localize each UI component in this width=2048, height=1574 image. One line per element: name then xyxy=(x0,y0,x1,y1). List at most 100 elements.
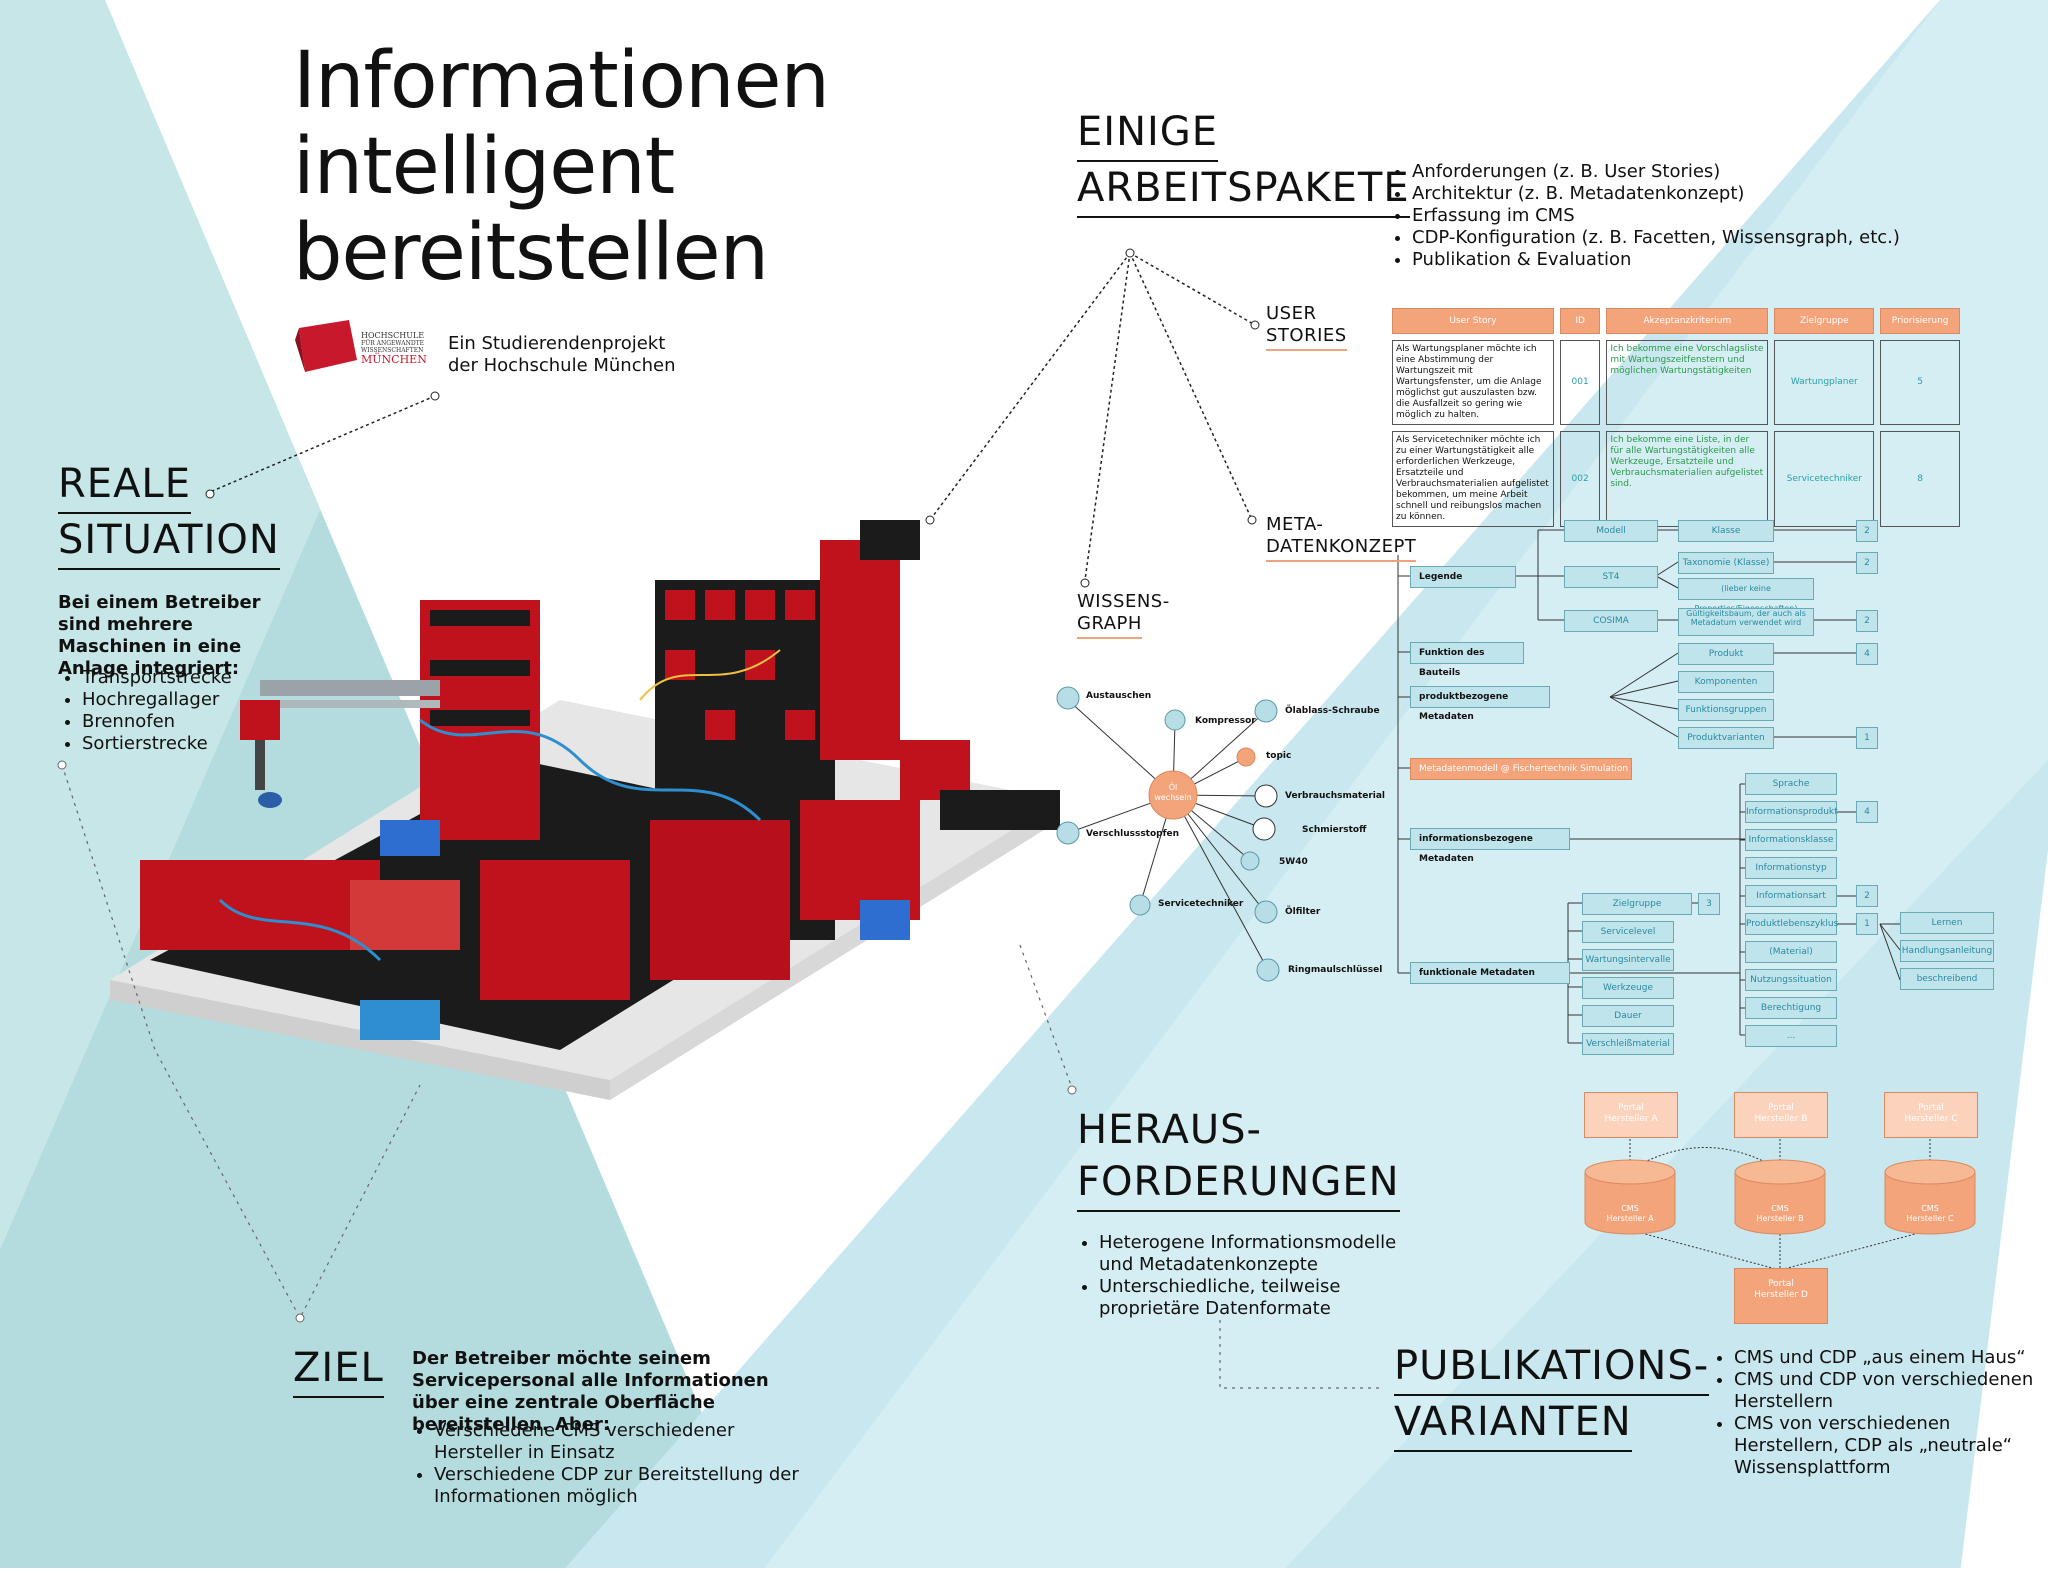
reale-heading-2: SITUATION xyxy=(58,514,280,570)
md-num: 3 xyxy=(1698,893,1720,915)
reale-item-2: Hochregallager xyxy=(82,689,232,711)
md-werkzeuge: Werkzeuge xyxy=(1582,977,1674,999)
cms-hersteller-b: CMS Hersteller B xyxy=(1740,1204,1820,1224)
md-num: 2 xyxy=(1856,552,1878,574)
logo-line-2: FÜR ANGEWANDTE xyxy=(361,340,425,347)
md-verschleissmaterial: Verschleißmaterial xyxy=(1582,1033,1674,1055)
arbeitspakete-heading: EINIGE ARBEITSPAKETE xyxy=(1077,106,1410,218)
graph-center: Öl wechseln xyxy=(1149,783,1197,803)
md-gueltigkeitsbaum: Gültigkeitsbaum, der auch als Metadatum … xyxy=(1678,608,1814,636)
md-modell: Modell xyxy=(1564,520,1658,542)
md-num: 1 xyxy=(1856,913,1878,935)
graph-node-austauschen: Austauschen xyxy=(1086,691,1152,701)
md-funktion-bauteil: Funktion des Bauteils xyxy=(1410,642,1524,678)
cms-cylinders xyxy=(1584,1159,1976,1235)
md-nutzungssituation: Nutzungssituation xyxy=(1745,969,1837,991)
md-taxonomie: Taxonomie (Klasse) xyxy=(1678,552,1774,574)
portal-b-line-2: Hersteller B xyxy=(1754,1114,1808,1124)
reale-heading: REALE SITUATION xyxy=(58,458,280,570)
page-title: Informationen intelligent bereitstellen xyxy=(293,38,830,298)
logo-icon xyxy=(295,320,357,372)
reale-intro: Bei einem Betreiber sind mehrere Maschin… xyxy=(58,592,261,679)
publik-item-1: CMS und CDP „aus einem Haus“ xyxy=(1734,1347,2034,1369)
title-line-2: intelligent xyxy=(293,122,675,212)
publik-list: CMS und CDP „aus einem Haus“ CMS und CDP… xyxy=(1712,1347,2034,1479)
wissensgraph-label-2: GRAPH xyxy=(1077,613,1142,639)
md-num: 2 xyxy=(1856,885,1878,907)
col-user-story: User Story xyxy=(1392,308,1554,334)
cell-zielgruppe: Servicetechniker xyxy=(1774,431,1875,527)
reale-item-4: Sortierstrecke xyxy=(82,733,232,755)
user-stories-label-2: STORIES xyxy=(1266,325,1347,351)
cell-zielgruppe: Wartungplaner xyxy=(1774,340,1875,425)
graph-node-oelfilter: Ölfilter xyxy=(1285,907,1321,917)
user-stories-table: User Story ID Akzeptanzkriterium Zielgru… xyxy=(1386,302,1966,533)
md-informationsklasse: Informationsklasse xyxy=(1745,829,1837,851)
md-wartungsintervalle: Wartungsintervalle xyxy=(1582,949,1674,971)
md-num: 2 xyxy=(1856,610,1878,632)
md-cosima: COSIMA xyxy=(1564,610,1658,632)
md-dots: ... xyxy=(1745,1025,1837,1047)
cell-kriterium: Ich bekomme eine Liste, in der für alle … xyxy=(1606,431,1769,527)
ap-item-5: Publikation & Evaluation xyxy=(1412,249,1932,271)
md-informationsprodukt: Informationsprodukt xyxy=(1745,801,1838,823)
graph-center-1: Öl xyxy=(1168,783,1178,792)
table-header: User Story ID Akzeptanzkriterium Zielgru… xyxy=(1392,308,1960,334)
md-num: 1 xyxy=(1856,727,1878,749)
machine-illustration xyxy=(110,520,1060,1100)
heraus-heading: HERAUS- FORDERUNGEN xyxy=(1077,1104,1400,1212)
md-sprache: Sprache xyxy=(1745,773,1837,795)
col-priorisierung: Priorisierung xyxy=(1880,308,1960,334)
md-handlungsanleitung: Handlungsanleitung xyxy=(1900,940,1994,962)
portal-d-line-1: Portal xyxy=(1768,1279,1794,1289)
ziel-heading-text: ZIEL xyxy=(293,1342,384,1398)
graph-node-kompressor: Kompressor xyxy=(1195,716,1256,726)
heraus-heading-1: HERAUS- xyxy=(1077,1107,1262,1153)
portal-b-line-1: Portal xyxy=(1768,1103,1794,1113)
reale-item-1: Transportstrecke xyxy=(82,667,232,689)
cell-id: 001 xyxy=(1559,340,1601,425)
cell-kriterium: Ich bekomme eine Vorschlagsliste mit War… xyxy=(1606,340,1769,425)
ziel-item-1: Verschiedene CMS verschiedener Herstelle… xyxy=(434,1420,814,1464)
logo-line-1: HOCHSCHULE xyxy=(361,331,425,340)
graph-node-verschlussstopfen: Verschlussstopfen xyxy=(1086,829,1180,839)
ap-item-2: Architektur (z. B. Metadatenkonzept) xyxy=(1412,183,1932,205)
graph-node-oelablass: Ölablass-Schraube xyxy=(1285,706,1380,716)
logo-line-4: MÜNCHEN xyxy=(361,353,427,366)
graph-node-schmierstoff: Schmierstoff xyxy=(1302,825,1367,835)
subtitle-line-1: Ein Studierendenprojekt xyxy=(448,333,666,354)
publik-heading-2: VARIANTEN xyxy=(1394,1396,1632,1452)
arbeitspakete-list: Anforderungen (z. B. User Stories) Archi… xyxy=(1390,161,1932,271)
publik-item-3: CMS von verschiedenen Herstellern, CDP a… xyxy=(1734,1413,2034,1479)
portal-hersteller-d: Portal Hersteller D xyxy=(1734,1268,1828,1324)
ap-item-4: CDP-Konfiguration (z. B. Facetten, Wisse… xyxy=(1412,227,1932,249)
wissensgraph-label-1: WISSENS- xyxy=(1077,591,1170,612)
cms-a-line-2: Hersteller A xyxy=(1606,1214,1654,1223)
cms-a-line-1: CMS xyxy=(1621,1204,1639,1213)
cms-hersteller-a: CMS Hersteller A xyxy=(1590,1204,1670,1224)
md-funktional: funktionale Metadaten xyxy=(1410,962,1570,984)
md-st4: ST4 xyxy=(1564,566,1658,588)
md-metadatenmodell: Metadatenmodell @ Fischertechnik Simulat… xyxy=(1410,758,1632,780)
md-beschreibend: beschreibend xyxy=(1900,968,1994,990)
heraus-list: Heterogene Informationsmodelle und Metad… xyxy=(1077,1232,1399,1320)
md-num: 4 xyxy=(1856,643,1878,665)
md-zielgruppe: Zielgruppe xyxy=(1582,893,1692,915)
cell-prio: 8 xyxy=(1880,431,1960,527)
portal-hersteller-c: Portal Hersteller C xyxy=(1884,1092,1978,1138)
reale-heading-1: REALE xyxy=(58,458,191,514)
publik-heading-1: PUBLIKATIONS- xyxy=(1394,1340,1710,1396)
graph-node-5w40: 5W40 xyxy=(1279,857,1308,867)
title-line-3: bereitstellen xyxy=(293,208,769,298)
md-informationsart: Informationsart xyxy=(1745,885,1837,907)
table-row: Als Wartungsplaner möchte ich eine Absti… xyxy=(1392,340,1960,425)
portal-c-line-1: Portal xyxy=(1918,1103,1944,1113)
md-num: 2 xyxy=(1856,520,1878,542)
ap-item-3: Erfassung im CMS xyxy=(1412,205,1932,227)
arbeitspakete-heading-1: EINIGE xyxy=(1077,106,1219,162)
md-funktionsgruppen: Funktionsgruppen xyxy=(1678,699,1774,721)
md-legende: Legende xyxy=(1410,566,1516,588)
portal-a-line-1: Portal xyxy=(1618,1103,1644,1113)
subtitle-line-2: der Hochschule München xyxy=(448,355,676,376)
